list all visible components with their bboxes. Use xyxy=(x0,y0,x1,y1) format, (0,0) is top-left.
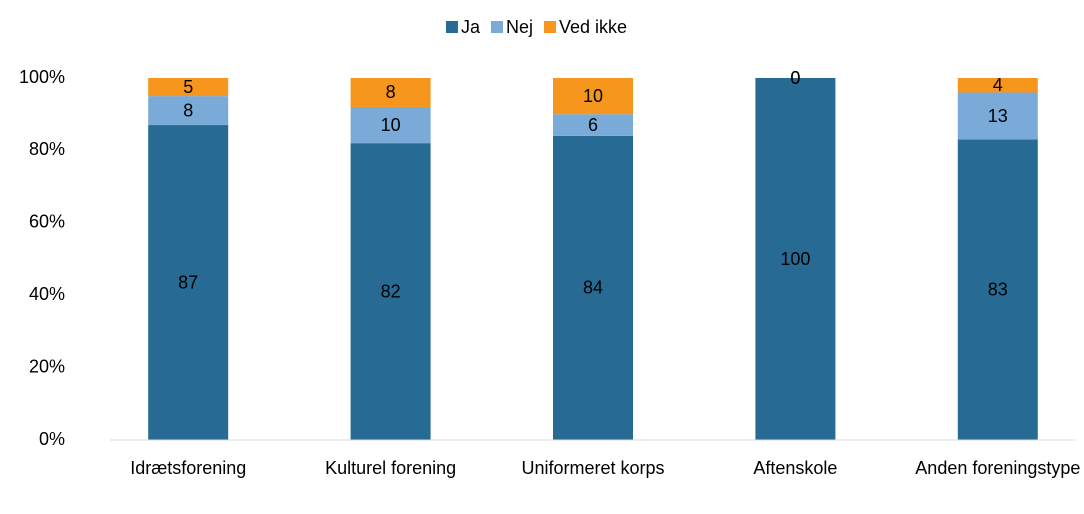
data-label: 6 xyxy=(588,115,598,135)
bar-segment xyxy=(350,78,431,107)
data-label: 100 xyxy=(780,249,810,269)
data-label: 4 xyxy=(993,75,1003,95)
legend-swatch xyxy=(490,21,503,33)
data-label: 5 xyxy=(183,77,193,97)
data-label: 13 xyxy=(988,106,1008,126)
bar-segment xyxy=(148,125,229,440)
bar-segment xyxy=(148,96,229,126)
data-label: 0 xyxy=(790,68,800,88)
bar-segment xyxy=(957,78,1038,93)
bar-segment xyxy=(148,78,229,97)
y-tick-label: 80% xyxy=(29,139,65,159)
legend-label: Ja xyxy=(461,17,481,37)
y-tick-label: 40% xyxy=(29,284,65,304)
data-label: 8 xyxy=(183,100,193,120)
bar-segment xyxy=(553,78,633,115)
x-tick-label: Uniformeret korps xyxy=(521,458,665,478)
bar-segment xyxy=(350,143,431,440)
data-label: 87 xyxy=(178,272,198,292)
y-tick-label: 60% xyxy=(29,212,65,232)
x-tick-label: Anden foreningstype xyxy=(915,458,1081,478)
x-tick-label: Idrætsforening xyxy=(130,458,247,478)
legend-swatch xyxy=(445,21,458,33)
y-tick-label: 0% xyxy=(39,429,65,449)
data-label: 8 xyxy=(386,82,396,102)
data-label: 83 xyxy=(988,280,1008,300)
x-tick-label: Kulturel forening xyxy=(325,458,457,478)
bar-segment xyxy=(553,114,633,136)
bar-segment xyxy=(957,92,1038,140)
x-tick-label: Aftenskole xyxy=(753,458,838,478)
legend-label: Ved ikke xyxy=(559,17,627,37)
y-tick-label: 20% xyxy=(29,356,65,376)
data-label: 84 xyxy=(583,278,603,298)
legend-label: Nej xyxy=(506,17,533,37)
bar-segment xyxy=(350,106,431,144)
data-label: 10 xyxy=(381,115,401,135)
bar-segment xyxy=(553,135,633,441)
y-tick-label: 100% xyxy=(19,67,65,87)
bar-segment xyxy=(957,139,1038,441)
legend-swatch xyxy=(543,21,556,33)
data-label: 82 xyxy=(381,281,401,301)
data-label: 0 xyxy=(790,68,800,88)
bar-segment xyxy=(755,78,836,440)
data-label: 10 xyxy=(583,86,603,106)
